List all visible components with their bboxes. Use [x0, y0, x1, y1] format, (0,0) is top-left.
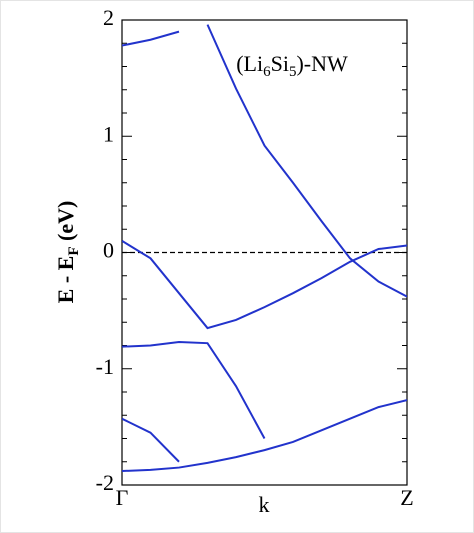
x-tick-label: Z: [400, 485, 413, 510]
y-tick-label: 2: [103, 5, 114, 30]
y-tick-label: -2: [96, 470, 114, 495]
annotation: (Li6Si5)-NW: [236, 51, 348, 80]
y-tick-label: -1: [96, 354, 114, 379]
y-tick-label: 0: [103, 238, 114, 263]
y-tick-label: 1: [103, 121, 114, 146]
band-line: [122, 399, 407, 473]
x-tick-label: Γ: [116, 485, 129, 510]
x-axis-label: k: [259, 492, 270, 517]
band-line: [122, 417, 180, 463]
band-line: [122, 341, 266, 439]
y-axis-label: E - EF (eV): [53, 201, 82, 304]
band-line: [206, 24, 407, 298]
band-line: [122, 240, 407, 330]
band-line: [122, 30, 180, 47]
